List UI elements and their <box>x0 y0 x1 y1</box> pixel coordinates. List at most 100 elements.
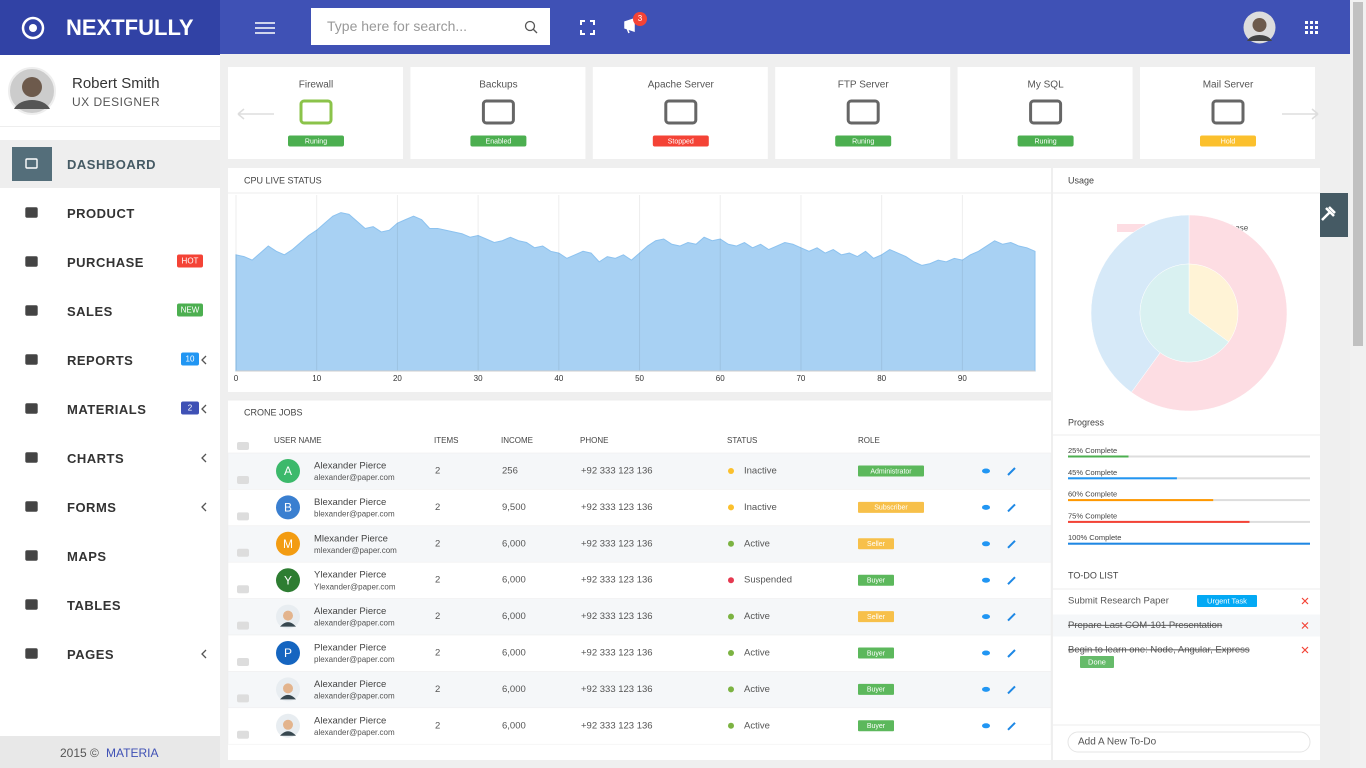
top-avatar[interactable] <box>1243 11 1276 44</box>
x-tick-label: 30 <box>474 374 483 383</box>
role: Buyer <box>867 650 886 657</box>
user-email: alexander@paper.com <box>314 728 395 737</box>
footer-brand: MATERIA <box>106 746 159 760</box>
delete-icon[interactable] <box>1301 646 1309 654</box>
user-email: mlexander@paper.com <box>314 546 397 555</box>
avatar-body <box>280 731 296 736</box>
cell-phone: +92 333 123 136 <box>581 538 653 549</box>
search-icon[interactable] <box>524 20 538 34</box>
view-icon[interactable] <box>982 577 990 583</box>
notification-count: 3 <box>637 14 643 23</box>
user-email: blexander@paper.com <box>314 510 395 519</box>
x-tick-label: 50 <box>635 374 644 383</box>
table-row <box>227 561 1052 599</box>
panel-title: TO-DO LIST <box>1068 570 1119 580</box>
cell-income: 6,000 <box>502 611 526 622</box>
avatar-letter: P <box>284 646 292 660</box>
footer-year: 2015 © <box>60 746 99 760</box>
delete-icon[interactable] <box>1301 622 1309 629</box>
progress-bar <box>1068 455 1129 458</box>
menu-icon <box>25 501 38 512</box>
user-email: plexander@paper.com <box>314 655 395 664</box>
edit-icon[interactable] <box>1007 503 1016 513</box>
server-status: Enabled <box>486 138 512 145</box>
avatar-face <box>283 683 293 694</box>
status-dot <box>728 686 734 693</box>
status: Active <box>744 684 770 695</box>
todo-text: Prepare Last COM-101 Presentation <box>1068 620 1222 631</box>
cell-phone: +92 333 123 136 <box>581 575 653 586</box>
server-name: Firewall <box>299 80 333 91</box>
edit-icon[interactable] <box>1007 685 1016 695</box>
pie-slice <box>1188 263 1239 343</box>
cell-income: 9,500 <box>502 502 526 513</box>
progress-bar <box>1068 477 1177 480</box>
edit-icon[interactable] <box>1007 649 1016 658</box>
menu-toggle[interactable] <box>255 20 277 36</box>
column-header: ROLE <box>858 436 880 445</box>
apps-icon[interactable] <box>1305 21 1319 35</box>
view-icon[interactable] <box>982 686 990 692</box>
menu-item: PRODUCT <box>67 206 135 221</box>
view-icon[interactable] <box>982 504 990 510</box>
scrollbar[interactable] <box>1350 0 1366 768</box>
table-row <box>227 634 1052 672</box>
status: Active <box>744 648 770 659</box>
menu-icon <box>25 207 38 218</box>
role: Buyer <box>867 723 886 730</box>
server-name: FTP Server <box>838 80 890 91</box>
edit-icon[interactable] <box>1007 540 1016 549</box>
server-status: Runing <box>852 138 874 145</box>
notification-icon[interactable] <box>623 18 639 34</box>
cell-items: 2 <box>435 611 440 622</box>
server-name: Apache Server <box>648 80 715 91</box>
x-tick-label: 10 <box>312 374 321 383</box>
panel-title: Usage <box>1068 175 1094 185</box>
panel-title: CPU LIVE STATUS <box>244 175 322 185</box>
scroll-thumb[interactable] <box>1353 2 1363 346</box>
table-row <box>227 598 1052 636</box>
menu-item: PURCHASE <box>67 255 144 270</box>
avatar-letter: B <box>284 501 292 515</box>
menu-icon <box>25 550 38 561</box>
avatar-letter: M <box>283 537 293 551</box>
todo-input[interactable] <box>1067 731 1311 753</box>
edit-icon[interactable] <box>1007 576 1016 585</box>
x-tick-label: 0 <box>234 374 239 383</box>
server-name: Mail Server <box>1203 80 1254 91</box>
status-dot <box>728 577 734 584</box>
todo-badge-text: Urgent Task <box>1207 596 1247 605</box>
user-name: Alexander Pierce <box>314 606 386 617</box>
view-icon[interactable] <box>982 614 990 620</box>
server-status-bg <box>288 135 344 147</box>
edit-icon[interactable] <box>1007 612 1016 622</box>
progress-label: 25% Complete <box>1068 446 1117 455</box>
menu-item: MAPS <box>67 549 107 564</box>
edit-icon[interactable] <box>1007 467 1016 476</box>
avatar-letter: A <box>284 464 292 478</box>
avatar-face <box>283 610 293 621</box>
menu-icon <box>25 452 38 463</box>
server-status-bg <box>1200 135 1256 147</box>
checkbox <box>237 476 249 484</box>
prev-arrow[interactable] <box>237 108 274 120</box>
fullscreen-icon[interactable] <box>580 20 595 35</box>
cell-income: 256 <box>502 466 518 477</box>
view-icon[interactable] <box>982 650 990 656</box>
cell-income: 6,000 <box>502 538 526 549</box>
column-header: USER NAME <box>274 436 322 445</box>
avatar-body <box>280 622 296 627</box>
menu-icon <box>25 599 38 610</box>
server-status: Hold <box>1221 138 1236 145</box>
delete-icon[interactable] <box>1301 597 1309 605</box>
view-icon[interactable] <box>982 468 990 474</box>
view-icon[interactable] <box>982 723 990 729</box>
todo-badge <box>1080 656 1114 668</box>
search-box[interactable] <box>311 8 550 45</box>
next-arrow <box>1282 108 1319 120</box>
edit-icon[interactable] <box>1007 722 1016 731</box>
legend-swatch <box>1117 224 1145 232</box>
checkbox <box>237 585 249 594</box>
view-icon[interactable] <box>982 541 990 547</box>
